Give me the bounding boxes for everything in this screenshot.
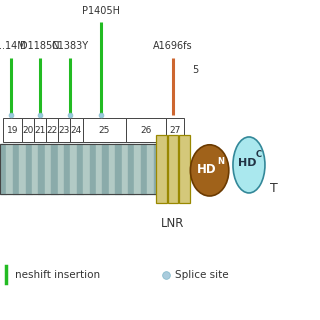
Text: HD: HD	[196, 163, 216, 176]
Bar	[179, 135, 190, 203]
Bar	[70, 144, 77, 194]
Bar	[77, 144, 83, 194]
Bar	[109, 144, 115, 194]
Bar	[128, 144, 134, 194]
Text: HD: HD	[238, 158, 257, 168]
Text: 19: 19	[7, 126, 18, 135]
Text: 20: 20	[22, 126, 34, 135]
Bar	[32, 144, 38, 194]
Text: P1405H: P1405H	[82, 6, 120, 16]
Bar	[64, 144, 70, 194]
Bar	[38, 144, 45, 194]
Text: C: C	[255, 150, 262, 159]
Text: 26: 26	[140, 126, 151, 135]
Text: 27: 27	[169, 126, 181, 135]
Text: neshift insertion: neshift insertion	[15, 269, 100, 280]
Text: D1185N: D1185N	[20, 41, 60, 51]
Bar	[147, 144, 154, 194]
Bar	[102, 144, 109, 194]
Text: 24: 24	[71, 126, 82, 135]
Bar	[51, 144, 58, 194]
Bar	[166, 144, 168, 194]
Bar	[34, 118, 46, 142]
Bar	[6, 144, 13, 194]
Bar	[0, 144, 168, 194]
Bar	[134, 144, 141, 194]
Text: 21: 21	[34, 126, 46, 135]
Text: Splice site: Splice site	[175, 269, 229, 280]
Bar	[58, 144, 64, 194]
Text: 22: 22	[46, 126, 58, 135]
Bar	[70, 118, 83, 142]
Bar	[45, 144, 51, 194]
Bar	[122, 144, 128, 194]
Bar	[96, 144, 102, 194]
Text: 5: 5	[192, 65, 198, 76]
Bar	[141, 144, 147, 194]
Text: LNR: LNR	[161, 217, 185, 230]
Text: A1696fs: A1696fs	[153, 41, 193, 51]
Bar	[0, 144, 6, 194]
Bar	[83, 144, 90, 194]
Bar	[13, 144, 19, 194]
Bar	[126, 118, 166, 142]
Bar	[58, 118, 70, 142]
Ellipse shape	[233, 137, 265, 193]
Text: N: N	[218, 157, 225, 166]
Ellipse shape	[190, 145, 229, 196]
Bar	[156, 135, 167, 203]
Bar	[46, 118, 58, 142]
Bar	[3, 118, 22, 142]
Text: 23: 23	[59, 126, 70, 135]
Bar	[168, 135, 178, 203]
Text: C1383Y: C1383Y	[51, 41, 88, 51]
Bar	[83, 118, 126, 142]
Bar	[90, 144, 96, 194]
Bar	[154, 144, 160, 194]
Bar	[160, 144, 166, 194]
Text: ...14M: ...14M	[0, 41, 26, 51]
Bar	[115, 144, 122, 194]
Bar	[22, 118, 34, 142]
Bar	[19, 144, 26, 194]
Bar	[26, 144, 32, 194]
Bar	[166, 118, 184, 142]
Text: T: T	[270, 181, 277, 195]
Text: 25: 25	[99, 126, 110, 135]
